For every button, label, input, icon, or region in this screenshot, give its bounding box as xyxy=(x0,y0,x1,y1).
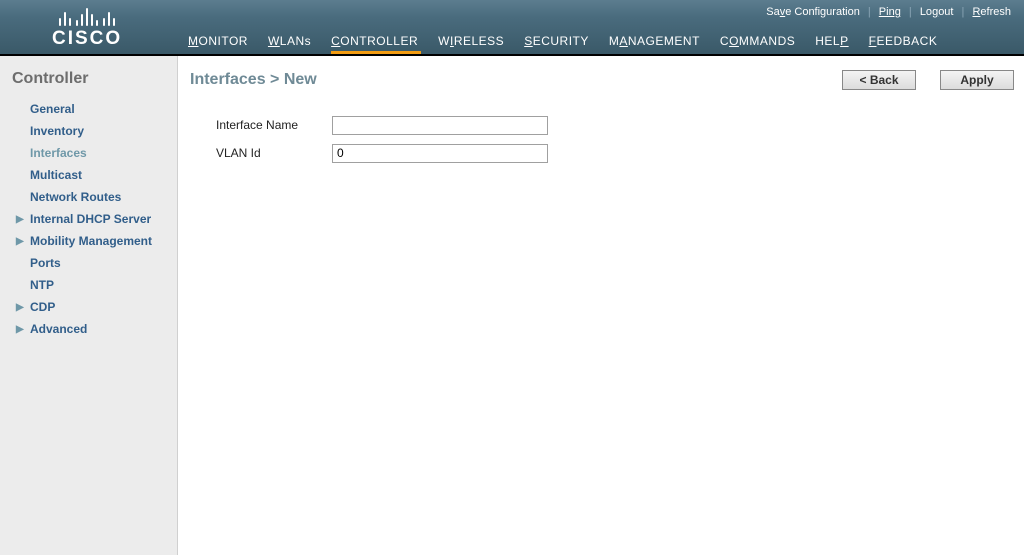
nav-help[interactable]: HELP xyxy=(815,34,848,50)
form-row-vlan-id: VLAN Id xyxy=(216,142,1014,164)
content-area: Interfaces > New < Back Apply Interface … xyxy=(178,56,1024,555)
ping-link[interactable]: Ping xyxy=(879,6,901,18)
sidebar-item-ports[interactable]: Ports xyxy=(0,252,177,274)
sidebar-label: Multicast xyxy=(30,168,82,182)
expand-icon: ▶ xyxy=(16,324,26,335)
sidebar-label: Network Routes xyxy=(30,190,121,204)
sidebar-item-mobility[interactable]: ▶ Mobility Management xyxy=(0,230,177,252)
sidebar-label: NTP xyxy=(30,278,54,292)
sidebar-label: Mobility Management xyxy=(30,234,152,248)
nav-monitor[interactable]: MONITOR xyxy=(188,34,248,50)
save-config-link[interactable]: Save Configuration xyxy=(766,6,860,18)
header-bar: CISCO Save Configuration | Ping | Logout… xyxy=(0,0,1024,56)
nav-feedback[interactable]: FEEDBACK xyxy=(869,34,938,50)
expand-icon: ▶ xyxy=(16,236,26,247)
interface-name-input[interactable] xyxy=(332,116,548,135)
nav-commands[interactable]: COMMANDS xyxy=(720,34,795,50)
sidebar-item-dhcp[interactable]: ▶ Internal DHCP Server xyxy=(0,208,177,230)
interface-name-label: Interface Name xyxy=(216,118,332,132)
nav-wlans[interactable]: WLANs xyxy=(268,34,311,50)
expand-icon: ▶ xyxy=(16,302,26,313)
nav-active-indicator xyxy=(331,51,421,54)
sidebar-label: CDP xyxy=(30,300,55,314)
sidebar-item-general[interactable]: General xyxy=(0,98,177,120)
form-area: Interface Name VLAN Id xyxy=(190,114,1014,164)
vlan-id-label: VLAN Id xyxy=(216,146,332,160)
expand-icon: ▶ xyxy=(16,214,26,225)
sidebar-item-multicast[interactable]: Multicast xyxy=(0,164,177,186)
content-header: Interfaces > New < Back Apply xyxy=(190,70,1014,90)
sidebar-item-cdp[interactable]: ▶ CDP xyxy=(0,296,177,318)
sidebar-label: Inventory xyxy=(30,124,84,138)
sidebar-label: Interfaces xyxy=(30,146,87,160)
utility-links: Save Configuration | Ping | Logout | Ref… xyxy=(763,6,1014,18)
cisco-logo-text: CISCO xyxy=(52,28,122,50)
sidebar-title: Controller xyxy=(0,70,177,98)
nav-wireless[interactable]: WIRELESS xyxy=(438,34,504,50)
sidebar-item-routes[interactable]: Network Routes xyxy=(0,186,177,208)
sidebar: Controller General Inventory Interfaces … xyxy=(0,56,178,555)
nav-security[interactable]: SECURITY xyxy=(524,34,589,50)
nav-management[interactable]: MANAGEMENT xyxy=(609,34,700,50)
sidebar-label: Advanced xyxy=(30,322,87,336)
breadcrumb: Interfaces > New xyxy=(190,71,317,89)
sidebar-label: General xyxy=(30,102,75,116)
body: Controller General Inventory Interfaces … xyxy=(0,56,1024,555)
sidebar-item-interfaces[interactable]: Interfaces xyxy=(0,142,177,164)
back-button[interactable]: < Back xyxy=(842,70,916,90)
nav-controller[interactable]: CONTROLLER xyxy=(331,34,418,50)
apply-button[interactable]: Apply xyxy=(940,70,1014,90)
refresh-link[interactable]: Refresh xyxy=(972,6,1011,18)
form-row-interface-name: Interface Name xyxy=(216,114,1014,136)
action-buttons: < Back Apply xyxy=(842,70,1014,90)
vlan-id-input[interactable] xyxy=(332,144,548,163)
sidebar-label: Internal DHCP Server xyxy=(30,212,151,226)
sidebar-item-inventory[interactable]: Inventory xyxy=(0,120,177,142)
logout-link[interactable]: Logout xyxy=(920,6,954,18)
sidebar-label: Ports xyxy=(30,256,61,270)
cisco-logo-icon xyxy=(59,6,115,26)
cisco-logo: CISCO xyxy=(52,6,122,50)
sidebar-item-ntp[interactable]: NTP xyxy=(0,274,177,296)
sidebar-item-advanced[interactable]: ▶ Advanced xyxy=(0,318,177,340)
main-nav: MONITOR WLANs CONTROLLER WIRELESS SECURI… xyxy=(188,34,937,50)
